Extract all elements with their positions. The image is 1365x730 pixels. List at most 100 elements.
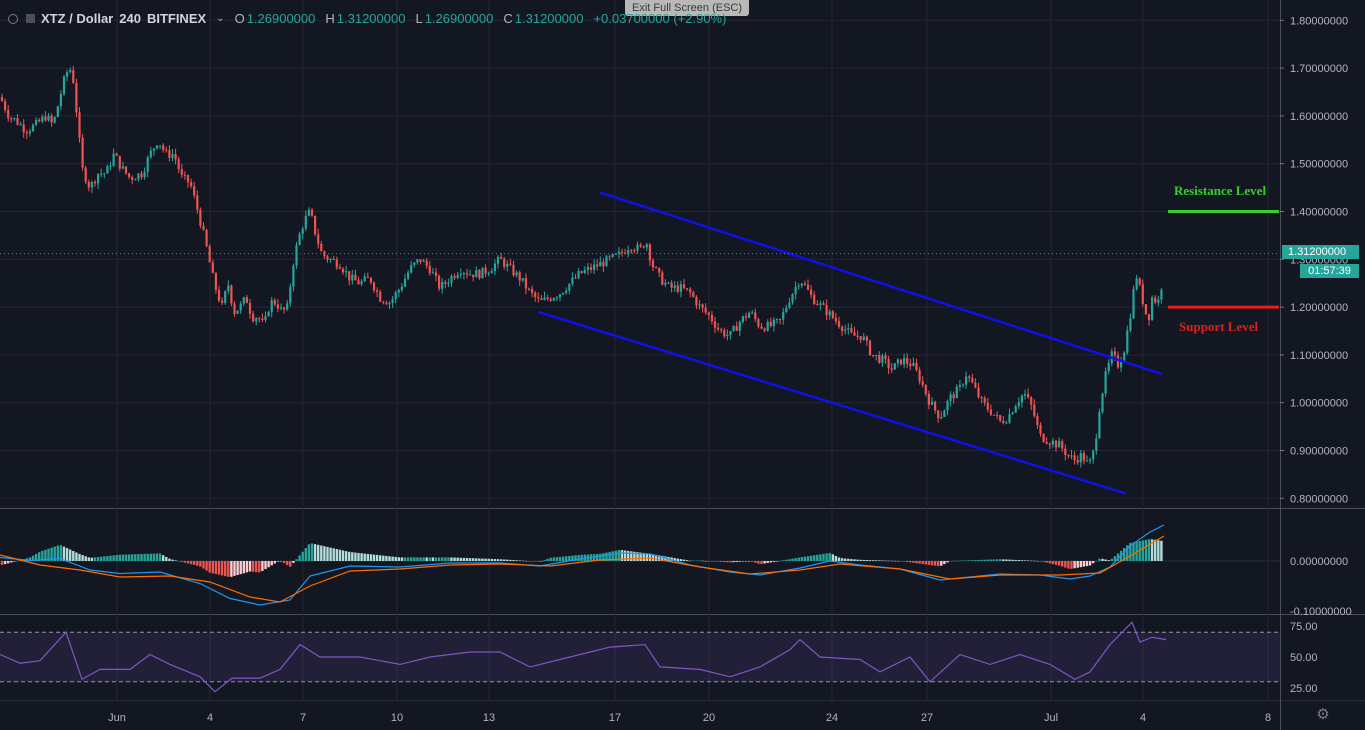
- candle[interactable]: [834, 317, 837, 322]
- candle[interactable]: [636, 244, 639, 251]
- candle[interactable]: [87, 181, 90, 188]
- candle[interactable]: [732, 326, 735, 331]
- candle[interactable]: [937, 410, 940, 419]
- candle[interactable]: [608, 256, 611, 258]
- candle[interactable]: [912, 362, 915, 366]
- candle[interactable]: [568, 283, 571, 291]
- candle[interactable]: [152, 148, 155, 151]
- candle[interactable]: [28, 131, 31, 134]
- candle[interactable]: [428, 265, 431, 274]
- candle[interactable]: [372, 282, 376, 291]
- candle[interactable]: [391, 298, 394, 303]
- candle[interactable]: [927, 393, 930, 405]
- candle[interactable]: [394, 292, 397, 299]
- candle[interactable]: [341, 268, 345, 273]
- candle[interactable]: [75, 83, 78, 113]
- candle[interactable]: [310, 209, 314, 216]
- candle[interactable]: [1141, 284, 1144, 305]
- candle[interactable]: [279, 307, 283, 309]
- candle[interactable]: [930, 401, 934, 405]
- candle[interactable]: [813, 294, 816, 305]
- candle[interactable]: [1113, 351, 1116, 356]
- candle[interactable]: [521, 278, 524, 281]
- candle[interactable]: [351, 274, 354, 281]
- candle[interactable]: [338, 267, 341, 269]
- candle[interactable]: [853, 332, 856, 336]
- candle[interactable]: [983, 398, 986, 403]
- candle[interactable]: [710, 314, 713, 322]
- candle[interactable]: [376, 290, 379, 292]
- candle[interactable]: [828, 311, 831, 316]
- candle[interactable]: [465, 273, 469, 275]
- candle[interactable]: [738, 322, 741, 331]
- candle[interactable]: [128, 173, 131, 178]
- candle[interactable]: [779, 318, 782, 320]
- candle[interactable]: [25, 132, 28, 134]
- candle[interactable]: [989, 409, 992, 415]
- candle[interactable]: [645, 244, 648, 248]
- candle[interactable]: [856, 335, 859, 337]
- candle[interactable]: [38, 119, 41, 122]
- candle[interactable]: [320, 243, 323, 252]
- candle[interactable]: [918, 370, 921, 382]
- candle[interactable]: [599, 261, 602, 267]
- candle[interactable]: [915, 362, 918, 371]
- candle[interactable]: [357, 280, 360, 285]
- candle[interactable]: [307, 209, 310, 216]
- candle[interactable]: [605, 256, 608, 267]
- candle[interactable]: [366, 276, 369, 278]
- candle[interactable]: [686, 288, 689, 290]
- candle[interactable]: [713, 321, 717, 328]
- candle[interactable]: [1098, 412, 1101, 439]
- candle[interactable]: [1120, 360, 1123, 368]
- candle[interactable]: [1067, 455, 1070, 457]
- candle[interactable]: [379, 291, 382, 302]
- candle[interactable]: [403, 278, 407, 287]
- candle[interactable]: [794, 286, 797, 295]
- candle[interactable]: [971, 377, 974, 383]
- candle[interactable]: [593, 264, 596, 270]
- candle[interactable]: [1008, 414, 1011, 423]
- candle[interactable]: [233, 303, 236, 314]
- candle[interactable]: [1070, 455, 1073, 457]
- candle[interactable]: [487, 273, 490, 275]
- candle[interactable]: [118, 155, 121, 169]
- candle[interactable]: [543, 297, 546, 300]
- candle[interactable]: [13, 118, 16, 120]
- candle[interactable]: [444, 281, 447, 284]
- candle[interactable]: [236, 310, 239, 314]
- candle[interactable]: [1036, 416, 1039, 425]
- candle[interactable]: [934, 401, 937, 411]
- candle[interactable]: [822, 303, 825, 305]
- candle[interactable]: [648, 244, 651, 261]
- candle[interactable]: [1011, 412, 1014, 415]
- candle[interactable]: [1132, 289, 1135, 319]
- candle[interactable]: [459, 273, 462, 275]
- candle[interactable]: [1017, 402, 1020, 407]
- candle[interactable]: [159, 145, 162, 147]
- candle[interactable]: [264, 315, 267, 320]
- candle[interactable]: [332, 258, 335, 260]
- candle[interactable]: [878, 355, 881, 363]
- candle[interactable]: [230, 285, 233, 304]
- candle[interactable]: [673, 285, 676, 288]
- candle[interactable]: [1076, 459, 1079, 463]
- candle[interactable]: [422, 260, 425, 262]
- candle[interactable]: [1051, 440, 1054, 445]
- candle[interactable]: [503, 258, 506, 267]
- candle[interactable]: [596, 264, 599, 267]
- candle[interactable]: [273, 300, 276, 305]
- candle[interactable]: [112, 153, 115, 166]
- candle[interactable]: [906, 358, 909, 364]
- circle-icon[interactable]: [8, 13, 18, 24]
- candle[interactable]: [1107, 363, 1110, 372]
- candle[interactable]: [441, 281, 444, 289]
- candle[interactable]: [825, 304, 828, 316]
- candle[interactable]: [190, 182, 193, 187]
- candle[interactable]: [1144, 304, 1147, 315]
- candle[interactable]: [791, 294, 794, 303]
- candle[interactable]: [757, 319, 760, 327]
- candle[interactable]: [183, 174, 186, 176]
- candle[interactable]: [1058, 441, 1061, 448]
- candle[interactable]: [837, 321, 841, 327]
